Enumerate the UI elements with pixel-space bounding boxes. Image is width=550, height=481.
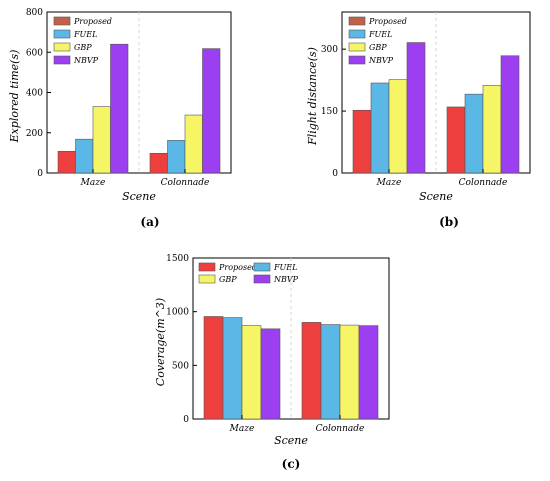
panel-a-caption: (a): [140, 215, 159, 229]
panel-c-ytick-label-3: 1500: [166, 254, 189, 264]
panel-a-chart: 0 200 400 600 800 Maze Colonnade Scene Explored …: [8, 8, 232, 229]
panel-b-xtick-label-maze: Maze: [376, 178, 402, 188]
panel-a-ytick-label-1: 200: [26, 129, 43, 139]
panel-c-chart: 0 500 1000 1500 Maze Colonnade Scene Coverage(m…: [154, 254, 390, 471]
panel-a-bar-proposed-maze: [57, 150, 76, 174]
panel-c-y-axis-label: Coverage(m^3): [154, 298, 167, 386]
panel-b-chart: 0 150 300 Maze Colonnade Scene Flight distance…: [306, 11, 531, 229]
panel-a-ytick-label-4: 800: [26, 8, 43, 18]
panel-b-ytick-label-1: 150: [321, 107, 338, 117]
panel-b-bar-gbp-maze: [388, 79, 408, 174]
panel-a-bar-fuel-maze: [75, 138, 94, 174]
panel-a-legend: Proposed FUEL GBP NBVP: [53, 16, 112, 65]
panel-a-ytick-label-2: 400: [26, 89, 43, 99]
panel-c-bar-fuel-colonnade: [320, 324, 341, 420]
panel-b-bar-nbvp-maze: [406, 42, 426, 174]
panel-a-bar-nbvp-colonnade: [202, 48, 221, 174]
panel-c-legend-label-gbp: GBP: [219, 275, 237, 284]
panel-c-bar-gbp-colonnade: [339, 324, 360, 420]
panel-b-legend-swatch-proposed: [348, 16, 366, 26]
panel-a-ytick-label-0: 0: [37, 169, 43, 179]
panel-b-xtick-label-colonnade: Colonnade: [459, 178, 508, 188]
panel-c-bar-fuel-maze: [222, 317, 243, 420]
panel-b-bar-fuel-maze: [370, 82, 390, 174]
panel-b-y-axis-label: Flight distance(s): [306, 47, 319, 146]
panel-a-legend-label-nbvp: NBVP: [73, 56, 99, 65]
panel-b-legend-swatch-fuel: [348, 29, 366, 39]
panel-c-ytick-label-0: 0: [183, 415, 189, 425]
panel-c-legend-swatch-fuel: [253, 262, 271, 272]
panel-c-ytick-label-2: 1000: [166, 308, 189, 318]
panel-a-x-axis-label: Scene: [122, 190, 156, 203]
panel-a-ytick-label-3: 600: [26, 48, 43, 58]
panel-a-bar-nbvp-maze: [110, 43, 129, 174]
panel-a-y-axis-label: Explored time(s): [8, 50, 21, 144]
panel-a-legend-swatch-gbp: [53, 42, 71, 52]
panel-b-bar-gbp-colonnade: [482, 85, 502, 174]
panel-c-bar-nbvp-colonnade: [358, 325, 379, 420]
panel-a-bar-proposed-colonnade: [149, 152, 168, 174]
panel-c-caption: (c): [282, 457, 301, 471]
panel-c-ytick-label-1: 500: [172, 361, 189, 371]
panel-b-legend: Proposed FUEL GBP NBVP: [348, 16, 407, 65]
panel-a-legend-swatch-fuel: [53, 29, 71, 39]
panel-c-legend-label-fuel: FUEL: [273, 263, 297, 272]
panel-b-legend-label-fuel: FUEL: [368, 30, 392, 39]
panel-c-x-axis-label: Scene: [274, 434, 308, 447]
panel-c-legend-label-proposed: Proposed: [218, 263, 257, 272]
panel-c-bar-gbp-maze: [241, 325, 262, 420]
panel-a-legend-swatch-nbvp: [53, 55, 71, 65]
panel-a-bar-gbp-maze: [92, 106, 111, 174]
panel-c-legend-swatch-proposed: [198, 262, 216, 272]
panel-b-legend-label-gbp: GBP: [369, 43, 387, 52]
panel-a-legend-label-gbp: GBP: [74, 43, 92, 52]
panel-a-xtick-label-colonnade: Colonnade: [161, 178, 210, 188]
panel-b-ytick-label-0: 0: [332, 169, 338, 179]
panel-c-bar-proposed-colonnade: [301, 322, 322, 420]
panel-c-xtick-label-maze: Maze: [229, 424, 255, 434]
panel-b-bar-fuel-colonnade: [464, 93, 484, 174]
panel-a-bar-fuel-colonnade: [167, 140, 186, 174]
panel-a-legend-label-proposed: Proposed: [73, 17, 112, 26]
panel-b-legend-swatch-nbvp: [348, 55, 366, 65]
panel-b-legend-swatch-gbp: [348, 42, 366, 52]
panel-b-legend-label-proposed: Proposed: [368, 17, 407, 26]
panel-a-xtick-label-maze: Maze: [80, 178, 106, 188]
panel-b-bar-nbvp-colonnade: [500, 55, 520, 174]
panel-c-bar-proposed-maze: [203, 316, 224, 420]
panel-c-legend-swatch-gbp: [198, 274, 216, 284]
panel-c-legend-swatch-nbvp: [253, 274, 271, 284]
panel-a-legend-label-fuel: FUEL: [73, 30, 97, 39]
panel-b-caption: (b): [439, 215, 459, 229]
panel-b-x-axis-label: Scene: [419, 190, 453, 203]
panel-a-bar-gbp-colonnade: [184, 114, 203, 174]
panel-b-legend-label-nbvp: NBVP: [368, 56, 394, 65]
panel-c-bar-nbvp-maze: [260, 328, 281, 420]
panel-c-legend: Proposed FUEL GBP NBVP: [198, 262, 299, 284]
panel-a-legend-swatch-proposed: [53, 16, 71, 26]
panel-b-bar-proposed-maze: [352, 109, 372, 174]
panel-c-legend-label-nbvp: NBVP: [273, 275, 299, 284]
panel-c-xtick-label-colonnade: Colonnade: [316, 424, 365, 434]
panel-b-ytick-label-2: 300: [321, 45, 338, 55]
panel-b-bar-proposed-colonnade: [446, 106, 466, 174]
